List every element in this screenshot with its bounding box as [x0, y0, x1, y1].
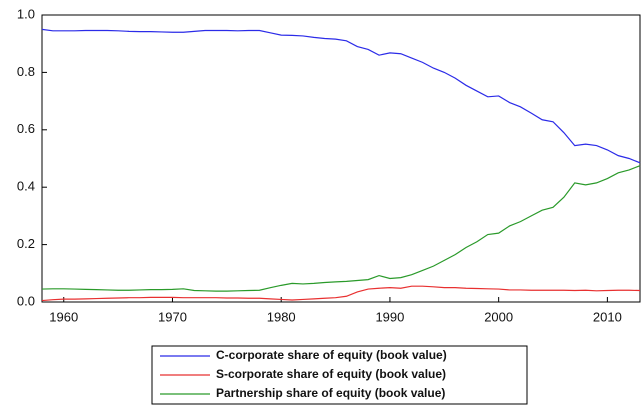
- legend-label: S-corporate share of equity (book value): [216, 367, 446, 381]
- y-tick-label: 0.8: [17, 64, 35, 79]
- plot-frame: [41, 14, 641, 303]
- x-tick-label: 1980: [267, 309, 296, 324]
- legend-box: [151, 345, 528, 405]
- legend-label: Partnership share of equity (book value): [216, 386, 445, 400]
- y-tick-label: 0.4: [17, 179, 35, 194]
- legend-label: C-corporate share of equity (book value): [216, 348, 447, 362]
- y-tick-label: 1.0: [17, 6, 35, 21]
- series-line: [41, 285, 641, 302]
- series-line: [41, 165, 641, 292]
- y-tick-label: 0.0: [17, 293, 35, 308]
- x-tick-label: 2000: [484, 309, 513, 324]
- y-tick-label: 0.2: [17, 236, 35, 251]
- y-tick-label: 0.6: [17, 121, 35, 136]
- x-tick-label: 1990: [375, 309, 404, 324]
- x-tick-label: 1970: [158, 309, 187, 324]
- series-line: [41, 28, 641, 164]
- x-tick-label: 2010: [593, 309, 622, 324]
- x-tick-label: 1960: [49, 309, 78, 324]
